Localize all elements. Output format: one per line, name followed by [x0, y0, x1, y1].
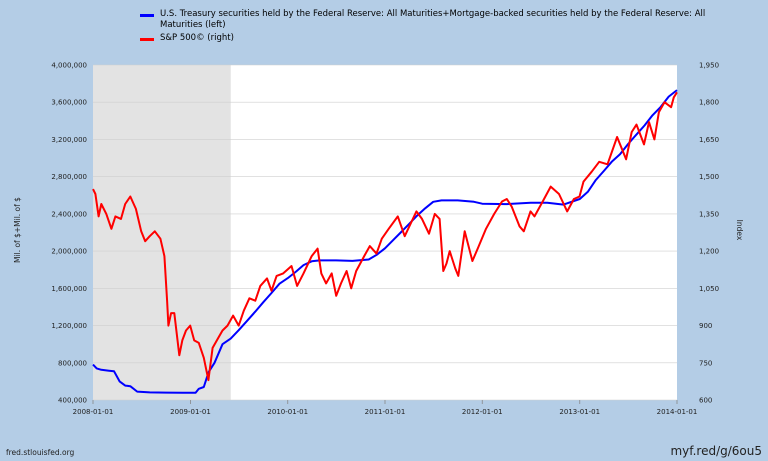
- right-axis-title: Index: [735, 220, 744, 241]
- legend-entry-sp500: S&P 500© (right): [140, 33, 750, 44]
- x-tick-label: 2011-01-01: [365, 408, 406, 416]
- right-tick-label: 1,050: [699, 285, 719, 293]
- left-tick-label: 800,000: [58, 359, 87, 367]
- left-tick-label: 2,000,000: [51, 248, 87, 256]
- x-tick-label: 2013-01-01: [559, 408, 600, 416]
- series-line-sp500: [92, 91, 678, 382]
- left-axis-ticks: 400,000 800,000 1,200,000 1,600,000 2,000,00…: [51, 62, 87, 405]
- right-tick-label: 1,650: [699, 136, 719, 144]
- series-lines: [92, 89, 678, 394]
- x-tick-label: 2012-01-01: [462, 408, 503, 416]
- x-tick-label: 2010-01-01: [267, 408, 308, 416]
- left-tick-label: 3,600,000: [51, 99, 87, 107]
- left-tick-label: 2,800,000: [51, 173, 87, 181]
- left-tick-label: 1,600,000: [51, 285, 87, 293]
- right-tick-label: 900: [699, 322, 712, 330]
- legend-label-treasury: U.S. Treasury securities held by the Fed…: [160, 9, 706, 30]
- right-tick-label: 600: [699, 397, 712, 405]
- right-tick-label: 1,350: [699, 210, 719, 218]
- x-axis-ticks: 2008-01-01 2009-01-01 2010-01-01 2011-01-01…: [73, 400, 698, 416]
- legend-swatch-blue: [140, 14, 154, 17]
- recession-shading: [93, 65, 231, 400]
- legend: U.S. Treasury securities held by the Fed…: [140, 9, 750, 46]
- left-tick-label: 4,000,000: [51, 62, 87, 70]
- right-tick-label: 1,800: [699, 99, 719, 107]
- legend-label-sp500: S&P 500© (right): [160, 33, 234, 43]
- right-tick-label: 1,500: [699, 173, 719, 181]
- x-tick-label: 2014-01-01: [657, 408, 698, 416]
- short-link[interactable]: myf.red/g/6ou5: [670, 444, 762, 458]
- right-tick-label: 1,200: [699, 248, 719, 256]
- x-tick-label: 2008-01-01: [73, 408, 114, 416]
- x-tick-label: 2009-01-01: [170, 408, 211, 416]
- right-tick-label: 1,950: [699, 62, 719, 70]
- source-credit: fred.stlouisfed.org: [6, 448, 75, 457]
- legend-swatch-red: [140, 38, 154, 41]
- left-axis-title: Mil. of $+Mil. of $: [13, 197, 22, 263]
- right-axis-ticks: 600 750 900 1,050 1,200 1,350 1,500 1,650 1,800 1…: [699, 62, 719, 405]
- right-tick-label: 750: [699, 359, 712, 367]
- left-tick-label: 3,200,000: [51, 136, 87, 144]
- series-line-treasury-mbs: [92, 89, 678, 394]
- left-tick-label: 400,000: [58, 397, 87, 405]
- left-tick-label: 2,400,000: [51, 210, 87, 218]
- legend-entry-treasury: U.S. Treasury securities held by the Fed…: [140, 9, 750, 31]
- left-tick-label: 1,200,000: [51, 322, 87, 330]
